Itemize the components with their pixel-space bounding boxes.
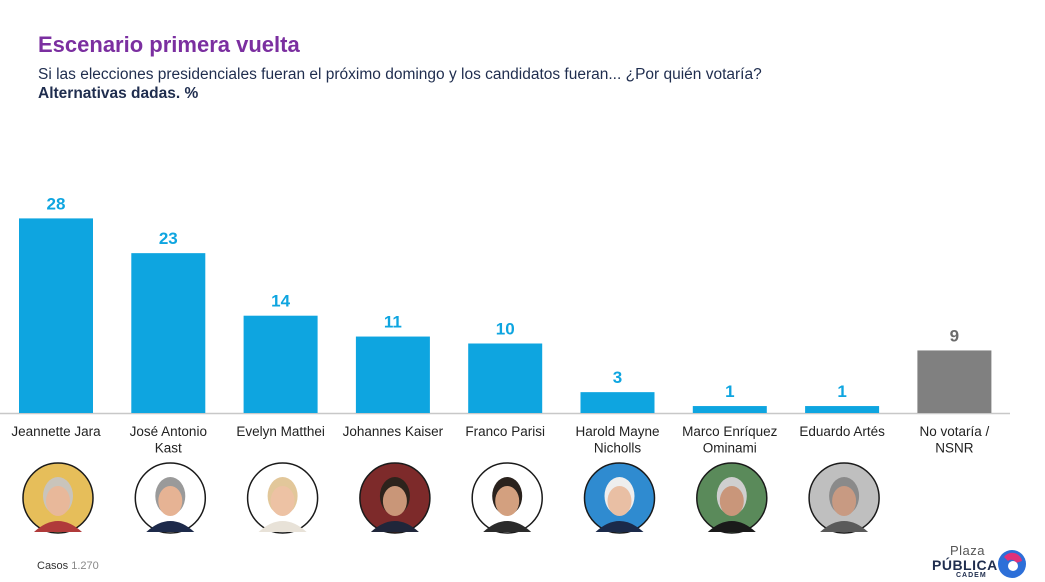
portrait-face-5	[495, 486, 520, 516]
portrait-face-7	[719, 486, 744, 516]
portrait-face-8	[832, 486, 857, 516]
category-label-9: No votaría / NSNR	[920, 424, 990, 456]
category-label-2: José Antonio Kast	[130, 424, 207, 456]
bar-8	[805, 406, 880, 413]
portrait-body-4	[370, 521, 419, 532]
bar-1	[19, 218, 93, 413]
bar-value-label-8: 1	[837, 382, 846, 401]
bar-value-label-2: 23	[159, 229, 178, 248]
chart-subtitle: Si las elecciones presidenciales fueran …	[38, 66, 762, 83]
category-label-7: Marco Enríquez Ominami	[682, 424, 778, 456]
category-label-1: Jeannette Jara	[11, 424, 101, 439]
portrait-body-5	[483, 521, 532, 532]
logo-swirl-icon	[998, 550, 1026, 578]
portrait-face-1	[46, 486, 70, 516]
category-label-3: Evelyn Matthei	[236, 424, 325, 439]
portrait-body-1	[34, 521, 82, 532]
category-label-8: Eduardo Artés	[799, 424, 885, 439]
bar-3	[243, 315, 318, 413]
chart-title: Escenario primera vuelta	[38, 32, 300, 57]
bar-value-label-7: 1	[725, 382, 734, 401]
sample-size-value: 1.270	[71, 560, 99, 572]
category-label-4: Johannes Kaiser	[343, 424, 444, 439]
logo-plaza: Plaza	[950, 543, 986, 558]
portrait-face-2	[158, 486, 183, 516]
portrait-body-6	[595, 521, 644, 532]
portrait-face-4	[382, 486, 407, 516]
sample-size: Casos 1.270	[37, 560, 99, 572]
bar-chart: 28 Jeannette Jara 23 José Antonio Kast 14 Evel…	[0, 194, 1010, 534]
logo-cadem: CADEM	[956, 572, 987, 579]
portrait-face-3	[270, 486, 295, 516]
chart-subtitle-units: Alternativas dadas. %	[38, 85, 199, 102]
bar-value-label-1: 28	[47, 194, 66, 213]
portrait-body-8	[820, 521, 869, 532]
portrait-face-6	[607, 486, 632, 516]
category-label-5: Franco Parisi	[465, 424, 545, 439]
bar-value-label-6: 3	[613, 368, 622, 387]
bar-4	[355, 336, 430, 413]
category-label-6: Harold Mayne Nicholls	[575, 424, 659, 456]
bar-value-label-5: 10	[496, 320, 515, 339]
portrait-body-3	[258, 521, 307, 532]
sample-size-label: Casos	[37, 560, 69, 572]
bar-6	[580, 392, 655, 413]
bar-9	[917, 350, 992, 413]
logo-publica: PÚBLICA	[932, 557, 998, 573]
bar-value-label-4: 11	[384, 313, 402, 332]
plaza-publica-logo: Plaza PÚBLICA CADEM	[926, 543, 1036, 579]
bar-7	[692, 406, 767, 413]
bar-5	[468, 343, 543, 413]
portrait-body-2	[146, 521, 195, 532]
bar-value-label-3: 14	[271, 292, 290, 311]
portrait-body-7	[707, 521, 756, 532]
bar-value-label-9: 9	[950, 326, 959, 345]
bar-2	[131, 253, 206, 413]
